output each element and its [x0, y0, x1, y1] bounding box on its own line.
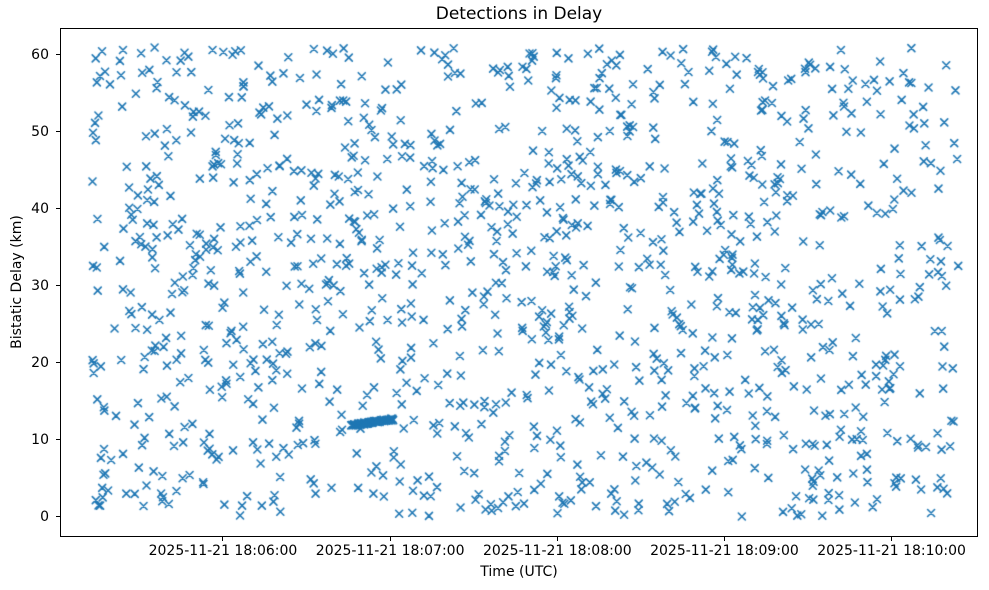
- y-tick-mark: [56, 516, 60, 518]
- y-tick-label: 60: [31, 46, 49, 63]
- x-tick-mark: [556, 537, 558, 541]
- y-tick-label: 30: [31, 277, 49, 294]
- y-tick-label: 50: [31, 123, 49, 140]
- x-tick-label: 2025-11-21 18:06:00: [148, 543, 298, 559]
- y-tick-label: 40: [31, 200, 49, 217]
- y-tick-mark: [56, 54, 60, 56]
- x-tick-mark: [222, 537, 224, 541]
- x-tick-mark: [723, 537, 725, 541]
- y-tick-label: 0: [40, 508, 49, 525]
- y-tick-mark: [56, 439, 60, 441]
- y-tick-mark: [56, 362, 60, 364]
- y-tick-mark: [56, 285, 60, 287]
- x-tick-label: 2025-11-21 18:07:00: [315, 543, 465, 559]
- x-axis-label: Time (UTC): [480, 564, 558, 580]
- x-tick-label: 2025-11-21 18:08:00: [482, 543, 632, 559]
- y-tick-label: 10: [31, 431, 49, 448]
- x-tick-label: 2025-11-21 18:09:00: [650, 543, 799, 559]
- x-tick-label: 2025-11-21 18:10:00: [817, 543, 966, 559]
- scatter-points-canvas: [61, 29, 977, 536]
- x-tick-mark: [891, 537, 893, 541]
- plot-area: [60, 28, 978, 537]
- chart-title: Detections in Delay: [435, 4, 603, 24]
- y-tick-label: 20: [31, 354, 49, 371]
- y-tick-mark: [56, 208, 60, 210]
- y-tick-mark: [56, 131, 60, 133]
- x-tick-mark: [389, 537, 391, 541]
